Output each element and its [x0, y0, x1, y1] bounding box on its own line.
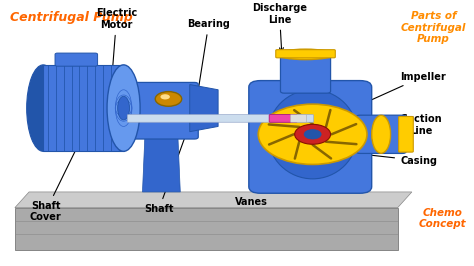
- Polygon shape: [190, 85, 218, 132]
- FancyBboxPatch shape: [269, 115, 297, 122]
- Polygon shape: [43, 65, 124, 151]
- Polygon shape: [273, 183, 310, 192]
- Circle shape: [155, 92, 182, 106]
- Circle shape: [258, 104, 367, 164]
- Text: Bearing: Bearing: [187, 19, 230, 95]
- FancyBboxPatch shape: [281, 52, 330, 93]
- Text: Impeller: Impeller: [342, 72, 446, 113]
- FancyBboxPatch shape: [128, 115, 314, 122]
- Ellipse shape: [107, 65, 140, 151]
- Text: Parts of
Centrifugal
Pump: Parts of Centrifugal Pump: [401, 11, 466, 44]
- FancyBboxPatch shape: [399, 117, 413, 152]
- Text: Shaft: Shaft: [144, 128, 189, 214]
- Ellipse shape: [27, 65, 60, 151]
- Text: Suction
Line: Suction Line: [366, 114, 442, 136]
- Text: Shaft
Cover: Shaft Cover: [30, 138, 82, 222]
- FancyBboxPatch shape: [249, 81, 372, 193]
- Text: Vanes: Vanes: [235, 138, 278, 207]
- FancyBboxPatch shape: [356, 115, 406, 153]
- Text: Discharge
Line: Discharge Line: [252, 3, 307, 52]
- FancyBboxPatch shape: [129, 82, 198, 139]
- Polygon shape: [15, 192, 412, 208]
- Ellipse shape: [118, 96, 129, 120]
- Polygon shape: [15, 208, 398, 250]
- Ellipse shape: [268, 90, 357, 179]
- Circle shape: [295, 124, 330, 144]
- FancyBboxPatch shape: [55, 53, 98, 66]
- Text: Electric
Motor: Electric Motor: [96, 8, 137, 75]
- Ellipse shape: [372, 115, 391, 153]
- Polygon shape: [143, 137, 180, 192]
- Circle shape: [160, 94, 170, 99]
- FancyBboxPatch shape: [276, 50, 335, 58]
- FancyBboxPatch shape: [291, 115, 307, 122]
- Text: Chemo
Concept: Chemo Concept: [419, 208, 466, 229]
- Text: Casing: Casing: [352, 152, 437, 165]
- Text: Centrifugal Pump: Centrifugal Pump: [10, 11, 133, 24]
- Circle shape: [304, 130, 321, 139]
- Ellipse shape: [277, 49, 334, 60]
